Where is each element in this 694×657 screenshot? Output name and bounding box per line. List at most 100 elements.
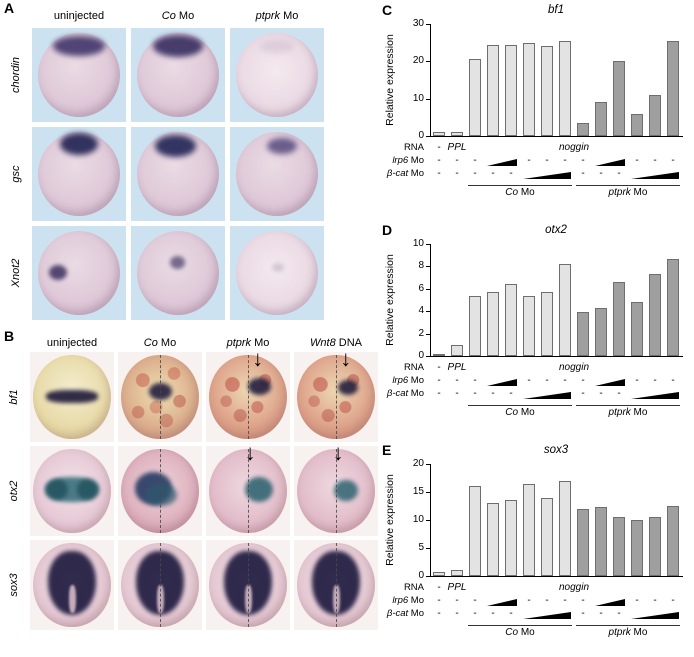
embryo-sox3-wnt8-dna xyxy=(294,540,378,630)
annotation-row-label: lrp6 Mo xyxy=(392,375,424,386)
annotation-row-label: RNA xyxy=(403,142,424,153)
panel-a-row-label: chordin xyxy=(10,56,22,94)
y-tick-label: 30 xyxy=(412,18,424,29)
group-line xyxy=(576,625,680,626)
col-header-gene: Co xyxy=(161,10,176,22)
panel-a-col-header: uninjected xyxy=(32,10,126,23)
group-line xyxy=(576,405,680,406)
annotation-cell: - xyxy=(509,388,513,399)
panel-d-letter: D xyxy=(382,222,393,238)
bar xyxy=(541,292,553,356)
y-tick-label: 0 xyxy=(418,130,424,141)
annotation-row-label: RNA xyxy=(403,362,424,373)
annotation-cell: - xyxy=(635,375,639,386)
stain xyxy=(169,256,185,269)
annotation-cell: - xyxy=(527,155,531,166)
annotation-cell: - xyxy=(437,168,441,179)
col-header-text: Mo xyxy=(157,337,177,349)
y-tick xyxy=(426,24,430,25)
annotation-cell: - xyxy=(545,155,549,166)
annotation-cell: - xyxy=(617,388,621,399)
y-tick-label: 2 xyxy=(418,327,424,339)
y-tick xyxy=(426,333,430,335)
annotation-cell: - xyxy=(491,608,495,619)
annotation-cell: - xyxy=(437,362,441,373)
y-tick xyxy=(426,576,430,577)
y-tick xyxy=(426,464,430,465)
panel-b-col-header: Wnt8 DNA xyxy=(294,337,378,350)
y-tick xyxy=(426,98,430,100)
annotation-cell: - xyxy=(473,595,477,606)
embryo xyxy=(209,448,287,534)
annotation-row-label: β-cat Mo xyxy=(386,168,424,179)
chart-bf1: C bf1 Relative expression 0 10 20 30 RNA - PPL… xyxy=(382,2,694,214)
annotation-cell: - xyxy=(671,595,675,606)
panel-b-col-header: ptprk Mo xyxy=(206,337,290,350)
embryo-chordin-uninjected xyxy=(32,28,126,122)
embryo-sox3-uninjected xyxy=(30,540,114,630)
annotation-cell: - xyxy=(581,608,585,619)
midline-dashed-line xyxy=(248,448,249,534)
annotation-cell: - xyxy=(509,608,513,619)
panel-a-col-header: Co Mo xyxy=(131,10,225,23)
y-tick xyxy=(426,520,430,521)
bar xyxy=(631,302,643,356)
embryo-chordin-co-mo xyxy=(131,28,225,122)
embryo xyxy=(235,230,319,316)
stain xyxy=(52,36,106,57)
col-header-text: uninjected xyxy=(53,10,105,22)
col-header-gene: Co xyxy=(143,337,158,349)
annotation-cell: - xyxy=(635,595,639,606)
midline-dashed-line xyxy=(336,354,337,440)
y-tick xyxy=(426,244,430,245)
annotation-cell: - xyxy=(599,608,603,619)
annotation-cell: - xyxy=(617,168,621,179)
stain xyxy=(76,479,99,501)
annotation-cell: - xyxy=(491,388,495,399)
annotation-cell: PPL xyxy=(447,142,467,153)
bar xyxy=(469,486,481,576)
bar xyxy=(487,292,499,356)
group-line xyxy=(468,185,572,186)
stain xyxy=(337,380,358,396)
embryo-bf1-ptprk-mo: ↓ xyxy=(206,352,290,442)
y-tick xyxy=(426,266,430,268)
annotation-cell: - xyxy=(437,142,441,153)
annotation-cell: - xyxy=(563,375,567,386)
stain xyxy=(59,133,98,156)
panel-b-row-label: otx2 xyxy=(8,480,20,502)
down-arrow-icon: ↓ xyxy=(332,446,344,465)
annotation-cell: - xyxy=(473,155,477,166)
group-label: Co Mo xyxy=(505,627,535,638)
stain xyxy=(260,40,294,53)
annotation-cell: - xyxy=(509,168,513,179)
annotation-cell: - xyxy=(455,168,459,179)
dose-wedge-icon xyxy=(523,392,571,399)
panel-b-row-label: sox3 xyxy=(8,573,20,597)
annotation-cell: - xyxy=(455,595,459,606)
embryo xyxy=(37,32,121,118)
y-axis xyxy=(430,24,431,136)
annotation-cell: - xyxy=(437,388,441,399)
dose-wedge-icon xyxy=(631,392,679,399)
dose-wedge-icon xyxy=(595,599,625,606)
embryo xyxy=(136,32,220,118)
chart-title: otx2 xyxy=(545,224,567,236)
stain xyxy=(153,35,203,58)
group-label: Co Mo xyxy=(505,187,535,198)
annotation-cell: - xyxy=(563,595,567,606)
y-tick xyxy=(426,288,430,290)
y-axis xyxy=(430,244,431,356)
embryo xyxy=(33,448,111,534)
embryo xyxy=(121,354,199,440)
embryo-bf1-wnt8-dna: ↓ xyxy=(294,352,378,442)
embryo-xnot2-ptprk-mo xyxy=(230,226,324,320)
y-tick xyxy=(426,548,430,549)
plot-area: 0 5 10 15 20 RNA - PPL noggin lrp6 Mo - - - - - - - - - - β-… xyxy=(382,442,694,654)
annotation-cell: - xyxy=(653,155,657,166)
bar xyxy=(559,264,571,356)
embryo xyxy=(297,448,375,534)
y-tick-label: 8 xyxy=(418,260,424,272)
panel-b-letter: B xyxy=(4,328,15,344)
midline-dashed-line xyxy=(336,448,337,534)
